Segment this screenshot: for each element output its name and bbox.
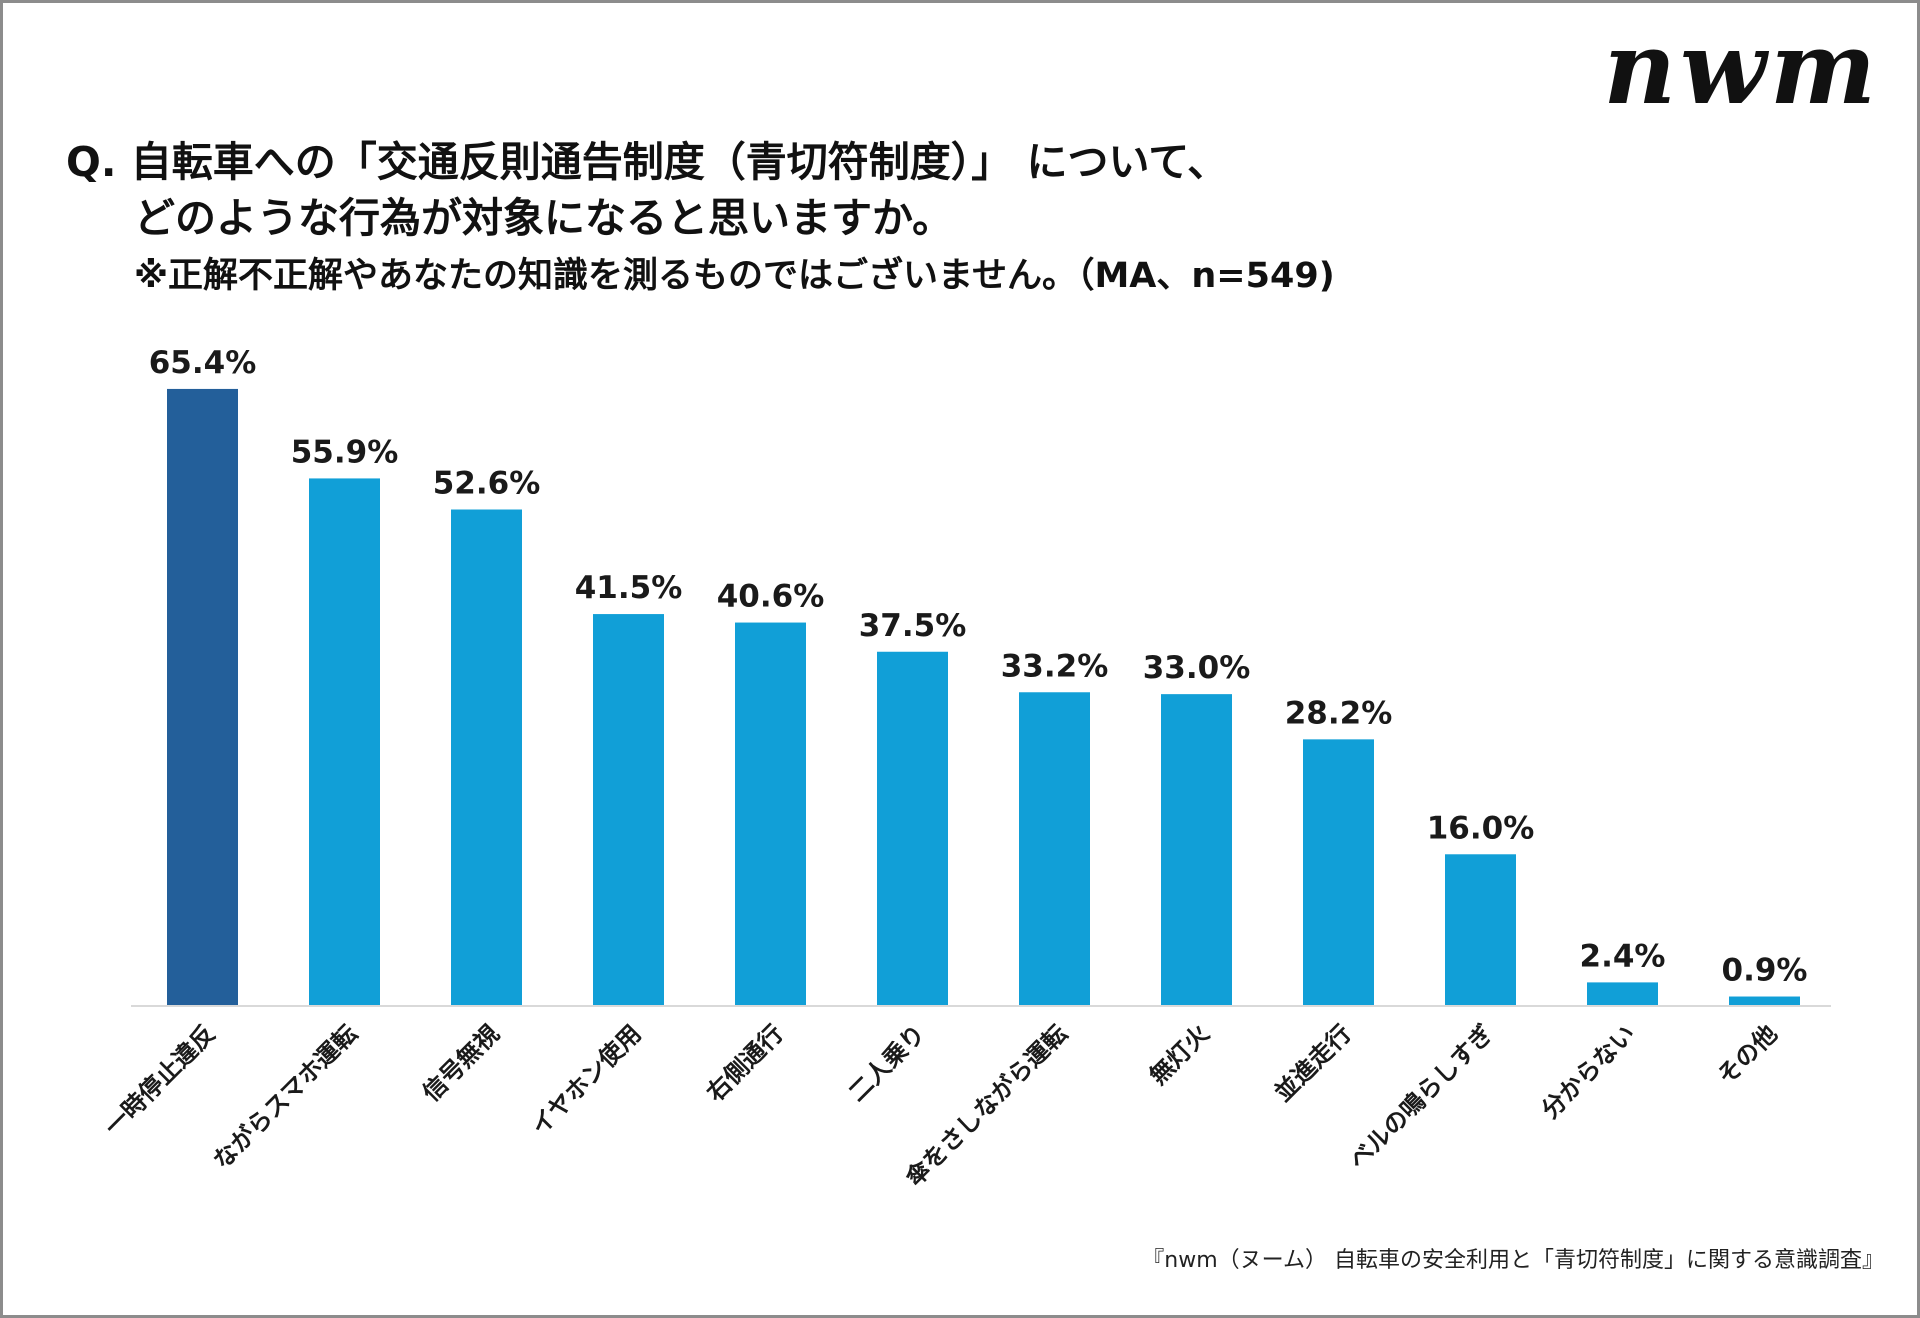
question-note: ※正解不正解やあなたの知識を測るものではございません。（MA、n=549): [134, 256, 1335, 296]
source-footer: 『nwm（ヌーム） 自転車の安全利用と「青切符制度」に関する意識調査』: [1142, 1248, 1884, 1273]
category-label: 一時停止違反: [99, 1019, 221, 1141]
question-title-line2: どのような行為が対象になると思いますか。: [134, 194, 954, 242]
category-label: 右側通行: [701, 1019, 789, 1107]
category-label: 分からない: [1536, 1019, 1641, 1124]
bar: [451, 509, 522, 1005]
value-label: 37.5%: [859, 608, 967, 644]
category-label: イヤホン使用: [526, 1019, 647, 1140]
category-label: 傘をさしながら運転: [900, 1019, 1073, 1192]
bar: [1019, 692, 1090, 1005]
value-label: 16.0%: [1427, 810, 1535, 846]
category-label: 信号無視: [417, 1019, 505, 1107]
value-label: 2.4%: [1580, 938, 1666, 974]
value-label: 65.4%: [149, 345, 257, 381]
bar: [1445, 854, 1516, 1005]
bar: [593, 614, 664, 1005]
bar: [1729, 996, 1800, 1005]
category-label: 並進走行: [1269, 1019, 1357, 1107]
value-label: 0.9%: [1722, 953, 1808, 989]
category-label: 二人乗り: [843, 1019, 931, 1107]
bar: [735, 622, 806, 1005]
value-label: 41.5%: [575, 570, 683, 606]
nwm-logo: nwm: [1603, 9, 1880, 127]
value-label: 40.6%: [717, 579, 825, 615]
question-title: Q. 自転車への「交通反則通告制度（青切符制度）」 について、: [66, 138, 1229, 186]
bar: [167, 388, 238, 1005]
bar: [309, 478, 380, 1005]
value-label: 52.6%: [433, 466, 541, 502]
bar: [1587, 982, 1658, 1005]
bar: [877, 651, 948, 1005]
bar: [1161, 694, 1232, 1005]
bar: [1303, 739, 1374, 1005]
value-label: 33.0%: [1143, 650, 1251, 686]
value-label: 33.2%: [1001, 648, 1109, 684]
category-label: その他: [1712, 1019, 1783, 1090]
category-label: ベルの鳴らしすぎ: [1344, 1019, 1499, 1174]
category-label: ながらスマホ運転: [208, 1019, 363, 1174]
value-label: 55.9%: [291, 434, 399, 470]
category-label: 無灯火: [1144, 1019, 1215, 1090]
value-label: 28.2%: [1285, 695, 1393, 731]
